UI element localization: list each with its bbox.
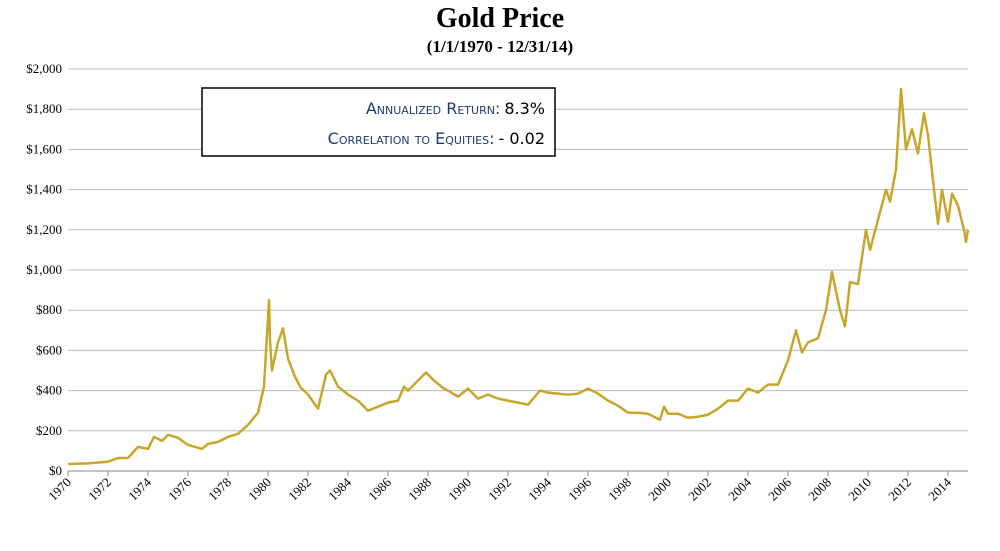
- y-tick-label: $1,800: [26, 101, 62, 116]
- x-tick-label: 1972: [85, 475, 114, 504]
- chart-title: Gold Price: [436, 3, 564, 34]
- x-tick-label: 1994: [525, 474, 554, 503]
- annotation-value: 8.3%: [504, 99, 545, 118]
- x-tick-label: 2006: [765, 474, 794, 503]
- y-tick-label: $1,000: [26, 262, 62, 277]
- x-tick-label: 2004: [725, 474, 754, 503]
- x-tick-label: 1988: [405, 475, 434, 504]
- x-tick-label: 1986: [365, 474, 394, 503]
- x-tick-label: 2000: [645, 475, 674, 504]
- annotation-label: Correlation to Equities:: [328, 129, 495, 148]
- y-tick-label: $600: [36, 342, 62, 357]
- y-tick-label: $2,000: [26, 61, 62, 76]
- x-tick-label: 2008: [805, 475, 834, 504]
- x-tick-label: 1980: [245, 475, 274, 504]
- price-line: [67, 87, 970, 466]
- x-tick-label: 2002: [685, 475, 714, 504]
- y-tick-label: $800: [36, 302, 62, 317]
- x-tick-label: 1990: [445, 475, 474, 504]
- y-tick-label: $200: [36, 423, 62, 438]
- annotation: Correlation to Equities: - 0.02: [328, 129, 545, 148]
- x-tick-label: 1992: [485, 475, 514, 504]
- x-tick-label: 1984: [325, 474, 354, 503]
- annotation: Annualized Return: 8.3%: [366, 99, 545, 118]
- x-tick-label: 2012: [885, 475, 914, 504]
- x-tick-label: 1982: [285, 475, 314, 504]
- x-tick-label: 1978: [205, 475, 234, 504]
- x-tick-label: 2014: [925, 474, 954, 503]
- chart-subtitle: (1/1/1970 - 12/31/14): [427, 37, 573, 56]
- y-tick-label: $1,600: [26, 141, 62, 156]
- x-tick-label: 2010: [845, 475, 874, 504]
- y-tick-label: $1,200: [26, 222, 62, 237]
- y-tick-label: $400: [36, 383, 62, 398]
- x-tick-label: 1974: [125, 474, 154, 503]
- y-tick-label: $1,400: [26, 182, 62, 197]
- annotation-box: [201, 87, 556, 157]
- x-tick-label: 1976: [165, 474, 194, 503]
- annotation-value: - 0.02: [499, 129, 545, 148]
- x-tick-label: 1970: [45, 475, 74, 504]
- annotation-label: Annualized Return:: [366, 99, 501, 118]
- x-tick-label: 1998: [605, 475, 634, 504]
- y-tick-label: $0: [49, 463, 62, 478]
- x-tick-label: 1996: [565, 474, 594, 503]
